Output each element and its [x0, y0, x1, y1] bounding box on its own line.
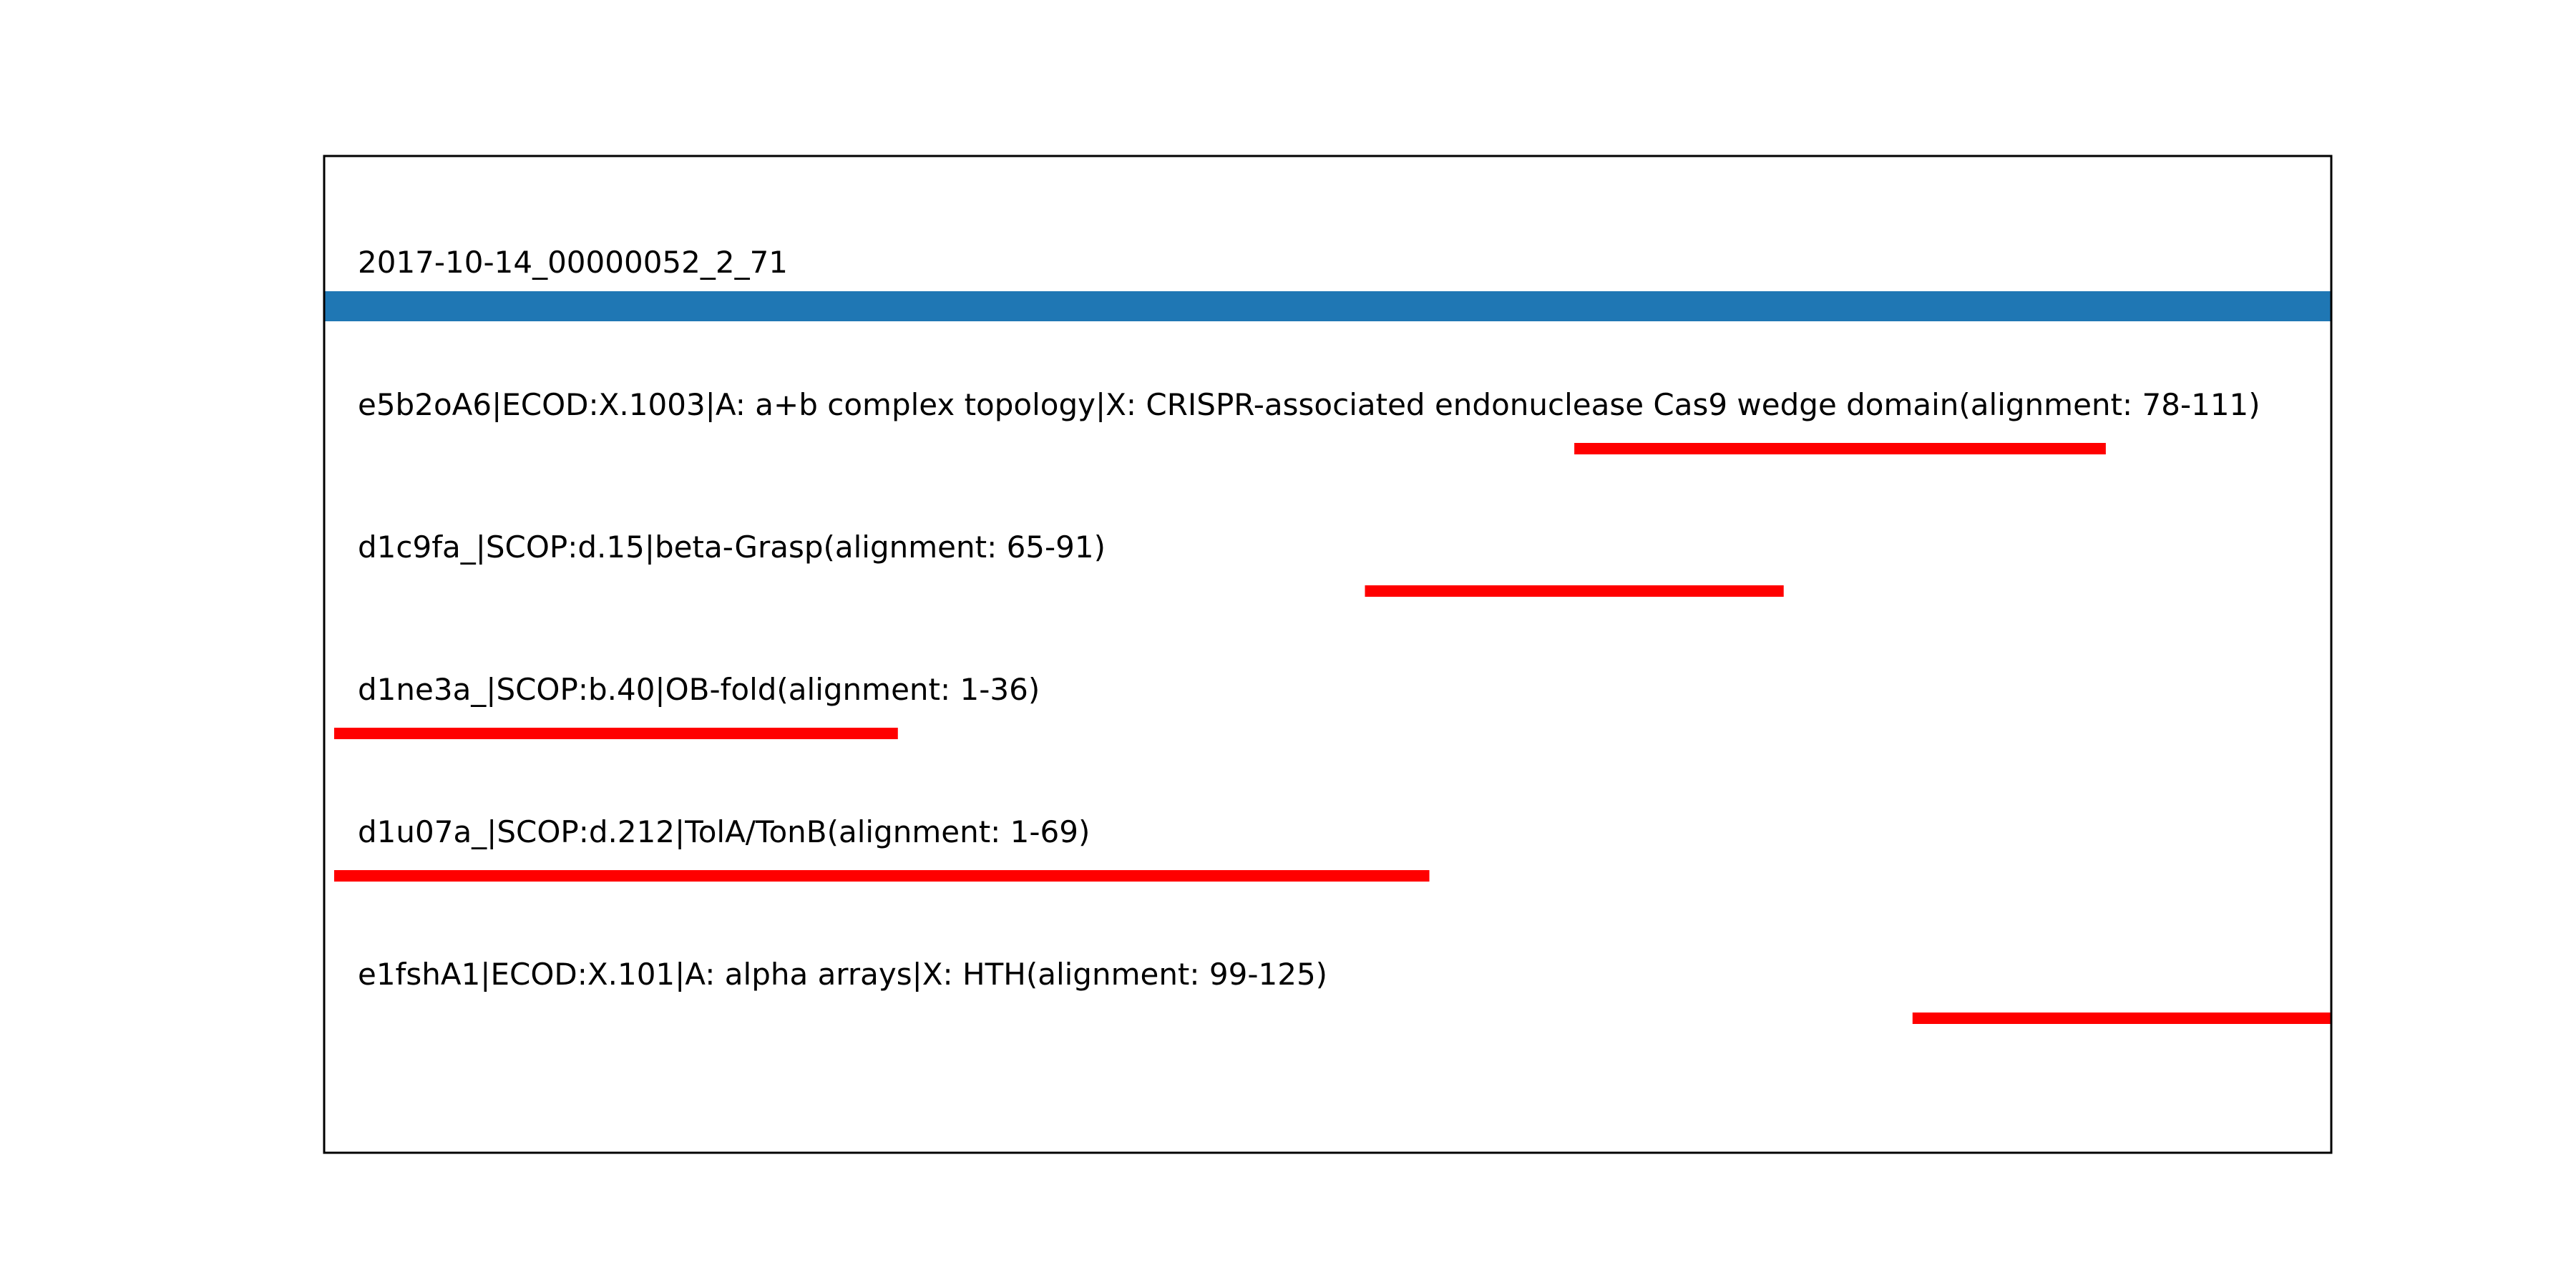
plot-area: 2017-10-14_00000052_2_71 e5b2oA6|ECOD:X.1…: [324, 245, 2331, 1024]
hit-bar: [1574, 443, 2106, 454]
hit-bar: [334, 728, 898, 739]
hit-label: d1u07a_|SCOP:d.212|TolA/TonB(alignment: …: [358, 814, 1090, 849]
hit-label: d1c9fa_|SCOP:d.15|beta-Grasp(alignment: …: [358, 530, 1106, 565]
hit-label: e5b2oA6|ECOD:X.1003|A: a+b complex topol…: [358, 387, 2260, 422]
hit-bar: [1365, 585, 1784, 597]
plot-frame: [323, 155, 2333, 1154]
hit-label: e1fshA1|ECOD:X.101|A: alpha arrays|X: HT…: [358, 957, 1327, 992]
query-bar: [324, 291, 2331, 321]
hit-bar: [1912, 1013, 2331, 1024]
query-label: 2017-10-14_00000052_2_71: [358, 245, 788, 280]
hit-bar: [334, 870, 1430, 882]
hit-label: d1ne3a_|SCOP:b.40|OB-fold(alignment: 1-3…: [358, 672, 1040, 707]
